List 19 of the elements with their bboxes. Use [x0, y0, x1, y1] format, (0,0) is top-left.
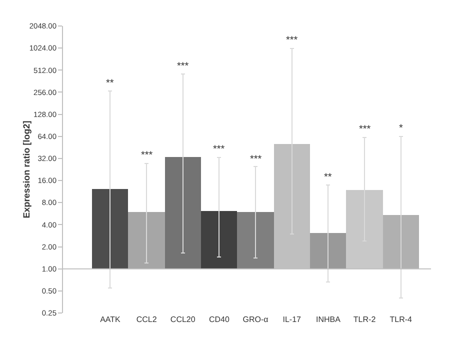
annotation: *** — [286, 35, 298, 46]
x-tick-label: CCL20 — [170, 315, 196, 324]
annotation: * — [399, 123, 403, 134]
annotation: *** — [250, 154, 262, 165]
x-tick-label: AATK — [100, 315, 122, 324]
y-axis-title: Expression ratio [log2] — [22, 120, 32, 218]
x-tick-label: TLR-4 — [390, 315, 413, 324]
annotation: *** — [141, 150, 153, 161]
annotation: *** — [213, 144, 225, 155]
annotation: *** — [359, 124, 371, 135]
x-tick-label: CCL2 — [136, 315, 158, 324]
x-tick-label: GRO-α — [242, 315, 269, 324]
x-tick-label: IL-17 — [282, 315, 302, 324]
x-tick-label: CD40 — [208, 315, 230, 324]
annotation: ** — [106, 78, 114, 89]
x-tick-label: TLR-2 — [353, 315, 376, 324]
annotation: *** — [177, 61, 189, 72]
annotation: ** — [324, 172, 332, 183]
x-tick-label: INHBA — [316, 315, 342, 324]
